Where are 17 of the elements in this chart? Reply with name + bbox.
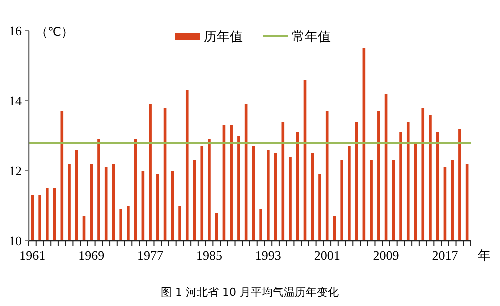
x-tick-label: 2001 bbox=[314, 248, 340, 263]
legend-label: 常年值 bbox=[292, 30, 331, 45]
y-tick-label: 12 bbox=[9, 164, 22, 178]
y-tick-label: 10 bbox=[9, 234, 22, 248]
y-axis-title: （℃） bbox=[36, 25, 74, 39]
x-tick-label: 1969 bbox=[78, 248, 105, 263]
x-tick-label: 1985 bbox=[196, 248, 222, 263]
caption: 图 1 河北省 10 月平均气温历年变化 bbox=[161, 286, 339, 299]
x-axis-title: 年 bbox=[478, 249, 491, 264]
x-tick-label: 1977 bbox=[138, 248, 164, 263]
y-tick-label: 16 bbox=[9, 24, 22, 38]
x-tick-label: 2017 bbox=[432, 248, 459, 263]
x-tick-label: 1961 bbox=[20, 248, 46, 263]
legend-label: 历年值 bbox=[204, 30, 243, 45]
x-tick-label: 2009 bbox=[373, 248, 400, 263]
x-tick-label: 1993 bbox=[255, 248, 282, 263]
y-tick-label: 14 bbox=[9, 94, 22, 108]
